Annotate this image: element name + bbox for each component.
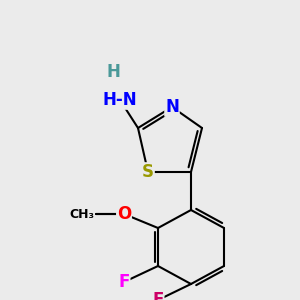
- Text: CH₃: CH₃: [69, 208, 94, 220]
- Text: F: F: [152, 291, 164, 300]
- Text: F: F: [118, 273, 130, 291]
- Text: H: H: [106, 63, 120, 81]
- Text: H-N: H-N: [103, 91, 137, 109]
- Text: N: N: [165, 98, 179, 116]
- Text: O: O: [117, 205, 131, 223]
- Text: S: S: [142, 163, 154, 181]
